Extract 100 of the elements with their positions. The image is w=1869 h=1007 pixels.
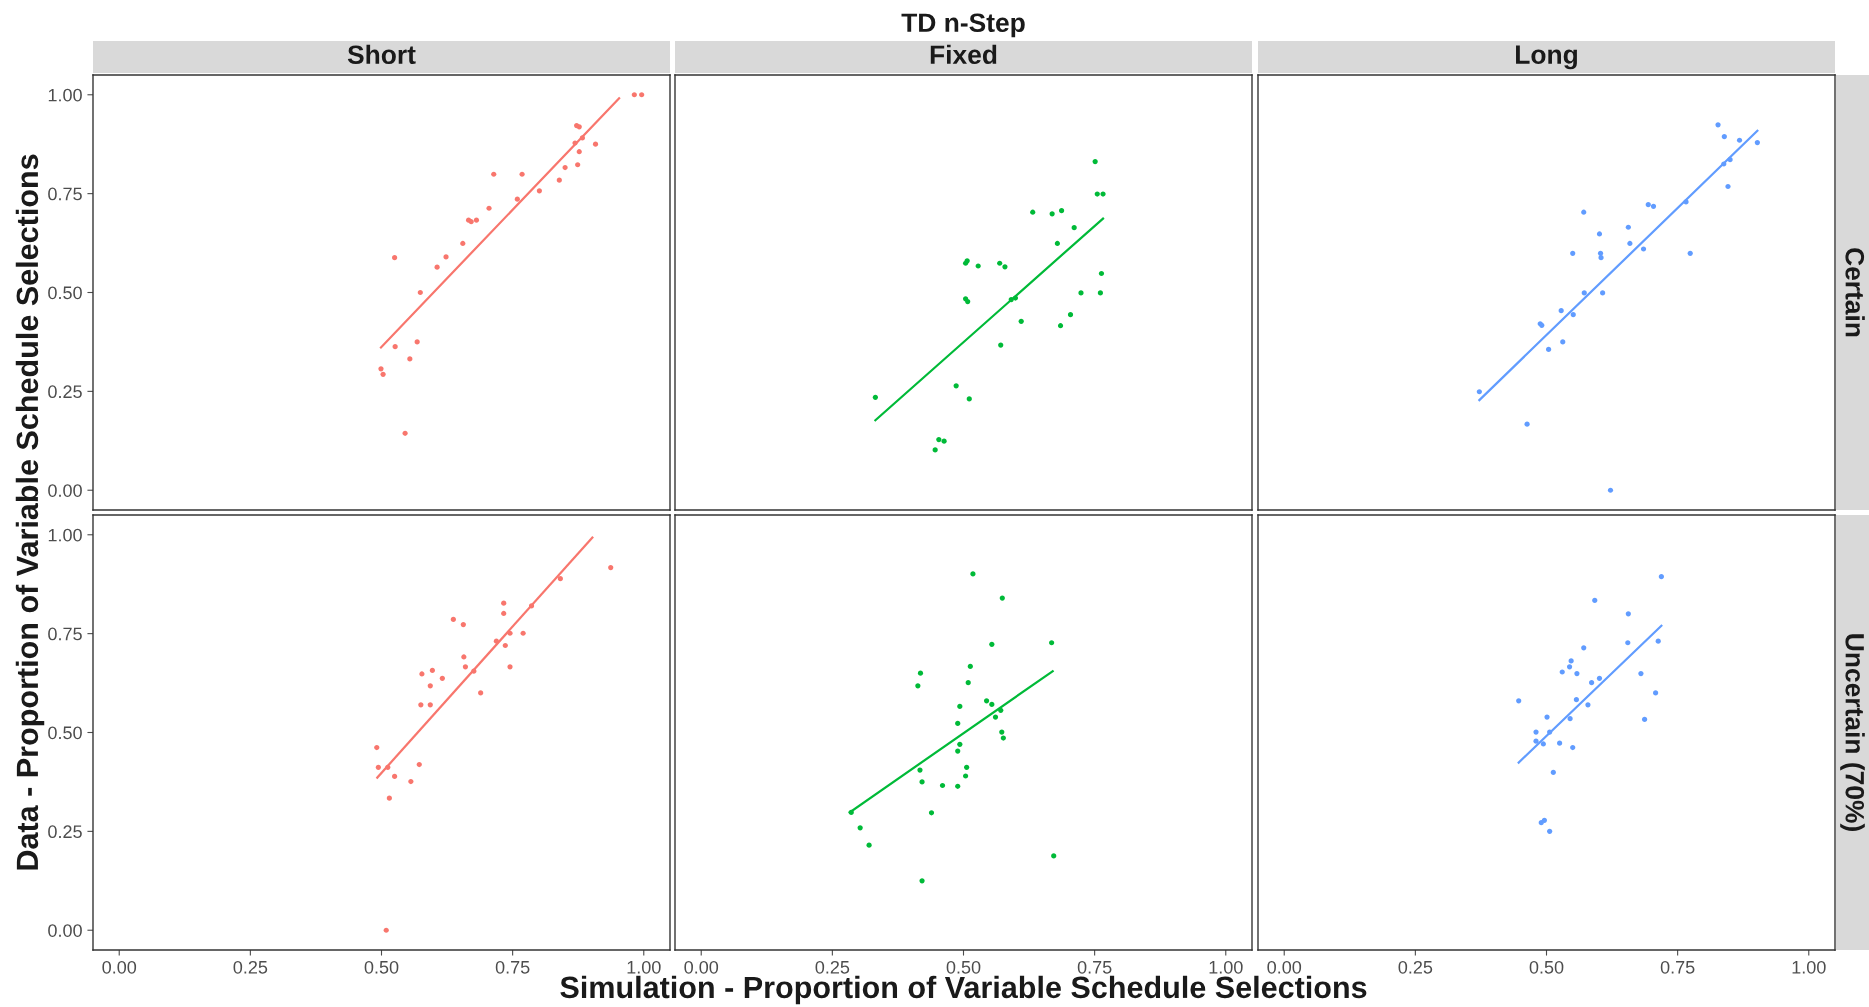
point bbox=[1600, 290, 1606, 296]
point bbox=[1092, 159, 1098, 165]
point bbox=[392, 773, 398, 779]
point bbox=[1592, 597, 1598, 604]
y-tick-label: 0.25 bbox=[48, 825, 82, 839]
x-tick-label: 1.00 bbox=[1209, 960, 1243, 974]
point bbox=[963, 773, 969, 779]
point bbox=[1581, 290, 1587, 296]
point bbox=[374, 744, 380, 751]
point bbox=[507, 630, 513, 636]
chart-subtitle: Fixed bbox=[930, 44, 997, 65]
point bbox=[941, 438, 947, 444]
point bbox=[460, 240, 466, 247]
point bbox=[915, 683, 921, 689]
point bbox=[1568, 658, 1574, 664]
point bbox=[998, 707, 1004, 713]
point bbox=[997, 260, 1003, 266]
point bbox=[1581, 645, 1587, 651]
y-tick-label: 0.50 bbox=[48, 726, 82, 740]
y-tick-label: 0.75 bbox=[48, 627, 82, 641]
point bbox=[1533, 738, 1539, 744]
point bbox=[857, 825, 863, 831]
point bbox=[386, 795, 392, 801]
point bbox=[1071, 225, 1077, 231]
point bbox=[1049, 211, 1055, 217]
x-axis-title: Simulation - Proportion of Variable Schedule Selections bbox=[560, 975, 1367, 1005]
x-tick-label: 0.50 bbox=[364, 960, 399, 974]
point bbox=[1533, 729, 1539, 735]
x-tick-label: 0.75 bbox=[1660, 960, 1695, 974]
point bbox=[631, 92, 637, 98]
x-tick-label: 0.25 bbox=[815, 960, 850, 974]
point bbox=[507, 664, 513, 670]
x-tick-label: 0.75 bbox=[1077, 960, 1112, 974]
point bbox=[1012, 295, 1019, 301]
point bbox=[427, 683, 433, 689]
point bbox=[983, 698, 990, 704]
point bbox=[478, 690, 484, 696]
point bbox=[975, 263, 981, 269]
x-tick-label: 0.25 bbox=[1398, 960, 1433, 974]
point bbox=[1051, 853, 1057, 859]
point bbox=[439, 675, 445, 681]
point bbox=[1721, 161, 1727, 167]
point bbox=[953, 383, 959, 389]
point bbox=[1547, 828, 1553, 834]
point bbox=[1008, 297, 1014, 303]
point bbox=[932, 447, 938, 453]
point bbox=[1687, 250, 1693, 256]
point bbox=[392, 255, 398, 261]
point bbox=[1524, 421, 1530, 427]
y-tick-label: 1.00 bbox=[48, 528, 82, 542]
point bbox=[957, 741, 963, 747]
point bbox=[1058, 208, 1065, 214]
point bbox=[427, 702, 433, 708]
point bbox=[1049, 640, 1055, 646]
point bbox=[1097, 290, 1104, 296]
point bbox=[519, 171, 525, 177]
point bbox=[429, 667, 435, 674]
point bbox=[1655, 638, 1661, 644]
point bbox=[955, 783, 961, 789]
x-tick-label: 0.00 bbox=[1267, 960, 1302, 974]
point bbox=[1566, 664, 1573, 670]
point bbox=[1018, 318, 1024, 324]
point bbox=[1641, 716, 1648, 723]
x-tick-label: 0.00 bbox=[684, 960, 719, 974]
point bbox=[1559, 669, 1565, 675]
point bbox=[557, 576, 563, 582]
x-tick-label: 0.75 bbox=[495, 960, 530, 974]
point bbox=[1057, 323, 1064, 329]
point bbox=[408, 778, 414, 785]
point bbox=[1625, 640, 1631, 646]
point bbox=[556, 177, 562, 183]
point bbox=[1581, 209, 1587, 215]
chart-subtitle: Short bbox=[347, 44, 416, 65]
y-tick-label: 1.00 bbox=[48, 88, 82, 102]
point bbox=[1100, 191, 1106, 197]
point bbox=[1596, 675, 1603, 681]
point bbox=[1727, 157, 1733, 163]
point bbox=[1640, 246, 1647, 252]
point bbox=[575, 162, 581, 168]
point bbox=[1754, 140, 1760, 146]
point bbox=[957, 703, 963, 709]
point bbox=[378, 366, 384, 372]
text: Uncertain (70%) bbox=[1840, 634, 1865, 831]
point bbox=[1725, 183, 1731, 190]
point bbox=[1560, 339, 1566, 345]
point bbox=[562, 164, 568, 171]
point bbox=[936, 437, 942, 443]
point bbox=[1573, 697, 1579, 703]
point bbox=[939, 782, 946, 789]
point bbox=[493, 638, 499, 644]
point bbox=[1002, 264, 1008, 270]
point bbox=[501, 600, 507, 606]
point bbox=[1598, 255, 1604, 261]
point bbox=[1000, 735, 1006, 741]
y-tick-label: 0.00 bbox=[48, 924, 82, 937]
point bbox=[536, 188, 542, 194]
chart-title: TD n-Step bbox=[901, 13, 1025, 38]
point bbox=[1067, 312, 1074, 318]
point bbox=[955, 720, 961, 726]
point bbox=[1653, 690, 1659, 696]
